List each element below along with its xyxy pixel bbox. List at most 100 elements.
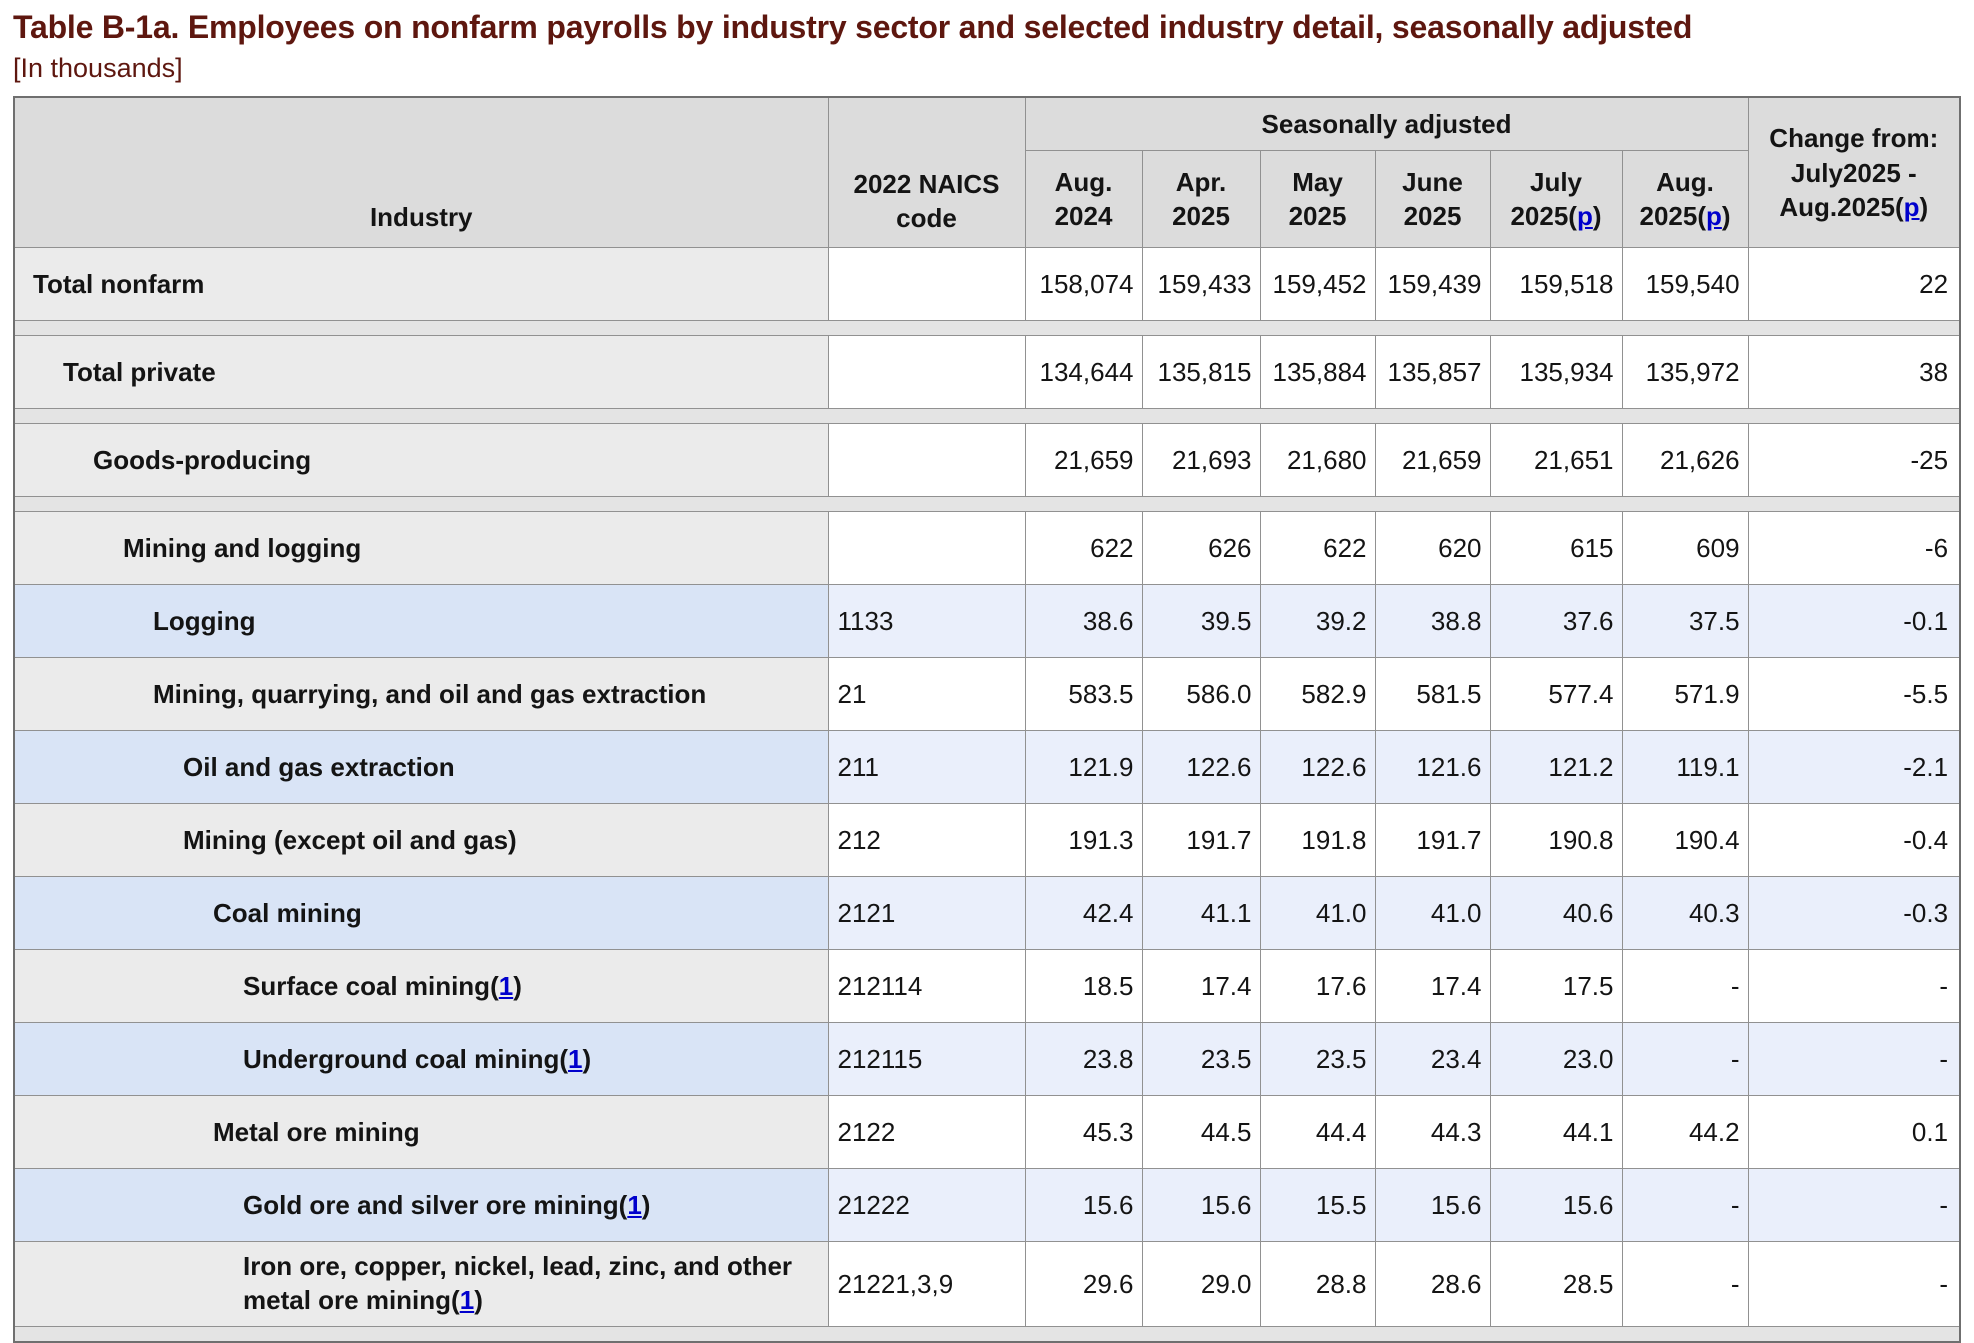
value-cell: 41.1 (1141, 876, 1261, 951)
year-label: 2025 (1288, 201, 1347, 232)
naics-code-cell: 212114 (827, 949, 1026, 1024)
page-title: Table B-1a. Employees on nonfarm payroll… (13, 9, 1693, 45)
column-header-month-1: Aug. 2024 (1024, 150, 1143, 249)
value-cell: 39.2 (1259, 584, 1376, 659)
industry-cell: Mining (except oil and gas) (13, 803, 829, 878)
value-cell: 622 (1259, 511, 1376, 586)
table-row: Total private 134,644 135,815 135,884 135,85… (13, 335, 1961, 410)
payroll-table: Industry 2022 NAICS code Seasonally adju… (13, 96, 1962, 1343)
value-cell: 135,934 (1489, 335, 1623, 410)
value-cell: 15.5 (1259, 1168, 1376, 1243)
table-row: Mining and logging 622 626 622 620 615 609 -6 (13, 511, 1961, 586)
change-value-cell: -5.5 (1747, 657, 1961, 732)
change-value-cell: 22 (1747, 247, 1961, 322)
value-cell: 626 (1141, 511, 1261, 586)
value-cell: 23.8 (1024, 1022, 1143, 1097)
naics-code-cell (827, 423, 1026, 498)
spacer-row (13, 496, 1961, 513)
table-row: Underground coal mining(1) 212115 23.8 23.5… (13, 1022, 1961, 1097)
value-cell: 21,651 (1489, 423, 1623, 498)
month-label: June (1402, 167, 1463, 198)
table-row: Mining (except oil and gas) 212 191.3 191.7… (13, 803, 1961, 878)
spacer-row (13, 1326, 1961, 1343)
naics-code-cell: 211 (827, 730, 1026, 805)
spacer-cell (13, 320, 1961, 337)
footnote-1-link[interactable]: 1 (627, 1189, 642, 1220)
table-row: Goods-producing 21,659 21,693 21,680 21,659 2… (13, 423, 1961, 498)
value-cell: - (1621, 1022, 1749, 1097)
value-cell: 581.5 (1374, 657, 1491, 732)
month-label: Apr. (1175, 167, 1227, 198)
value-cell: 29.0 (1141, 1241, 1261, 1328)
footnote-1-link[interactable]: 1 (459, 1285, 475, 1316)
table-row: Coal mining 2121 42.4 41.1 41.0 41.0 40.6 40.3-… (13, 876, 1961, 951)
value-cell: 158,074 (1024, 247, 1143, 322)
value-cell: 571.9 (1621, 657, 1749, 732)
value-cell: 17.6 (1259, 949, 1376, 1024)
value-cell: 39.5 (1141, 584, 1261, 659)
value-cell: 37.5 (1621, 584, 1749, 659)
value-cell: 121.2 (1489, 730, 1623, 805)
change-value-cell: -0.4 (1747, 803, 1961, 878)
value-cell: 615 (1489, 511, 1623, 586)
spacer-cell (13, 408, 1961, 425)
spacer-cell (13, 496, 1961, 513)
value-cell: 40.6 (1489, 876, 1623, 951)
year-label: 2025(p) (1510, 201, 1602, 232)
naics-code-cell: 1133 (827, 584, 1026, 659)
footnote-1-link[interactable]: 1 (568, 1043, 583, 1074)
value-cell: 159,439 (1374, 247, 1491, 322)
value-cell: 121.9 (1024, 730, 1143, 805)
year-label: 2024 (1054, 201, 1113, 232)
value-cell: 190.4 (1621, 803, 1749, 878)
value-cell: 42.4 (1024, 876, 1143, 951)
change-value-cell: -25 (1747, 423, 1961, 498)
value-cell: 191.7 (1141, 803, 1261, 878)
value-cell: 21,680 (1259, 423, 1376, 498)
value-cell: 159,518 (1489, 247, 1623, 322)
column-header-month-6: Aug. 2025(p) (1621, 150, 1749, 249)
industry-cell: Mining and logging (13, 511, 829, 586)
footnote-p-link[interactable]: p (1576, 201, 1593, 232)
change-value-cell: - (1747, 949, 1961, 1024)
footnote-p-link[interactable]: p (1903, 192, 1920, 223)
column-header-month-4: June 2025 (1374, 150, 1491, 249)
value-cell: 586.0 (1141, 657, 1261, 732)
naics-code-cell: 2122 (827, 1095, 1026, 1170)
value-cell: 21,693 (1141, 423, 1261, 498)
table-row: Mining, quarrying, and oil and gas extra… (13, 657, 1961, 732)
value-cell: 121.6 (1374, 730, 1491, 805)
column-header-month-2: Apr. 2025 (1141, 150, 1261, 249)
column-header-naics-code: 2022 NAICS code (827, 96, 1026, 249)
value-cell: 122.6 (1259, 730, 1376, 805)
value-cell: 23.5 (1259, 1022, 1376, 1097)
value-cell: 23.5 (1141, 1022, 1261, 1097)
industry-cell: Total nonfarm (13, 247, 829, 322)
table-row: Iron ore, copper, nickel, lead, zinc, an… (13, 1241, 1961, 1328)
value-cell: 134,644 (1024, 335, 1143, 410)
value-cell: 15.6 (1141, 1168, 1261, 1243)
spacer-row (13, 320, 1961, 337)
footnote-p-link[interactable]: p (1706, 201, 1722, 232)
value-cell: 577.4 (1489, 657, 1623, 732)
value-cell: - (1621, 1241, 1749, 1328)
table-row: Oil and gas extraction 211 121.9 122.6 122.6… (13, 730, 1961, 805)
value-cell: 44.5 (1141, 1095, 1261, 1170)
value-cell: 622 (1024, 511, 1143, 586)
naics-code-cell (827, 511, 1026, 586)
industry-cell: Coal mining (13, 876, 829, 951)
value-cell: 44.1 (1489, 1095, 1623, 1170)
month-header-row: Aug. 2024 Apr. 2025 May 2025 June 2025 July 2025(… (14, 150, 1960, 249)
change-value-cell: -0.1 (1747, 584, 1961, 659)
value-cell: 159,452 (1259, 247, 1376, 322)
industry-cell: Oil and gas extraction (13, 730, 829, 805)
value-cell: 191.8 (1259, 803, 1376, 878)
value-cell: 135,884 (1259, 335, 1376, 410)
footnote-1-link[interactable]: 1 (498, 970, 514, 1001)
industry-cell: Goods-producing (13, 423, 829, 498)
table-row: Logging 1133 38.6 39.5 39.2 38.8 37.6 37.5 -0.1 (13, 584, 1961, 659)
year-label: 2025 (1172, 201, 1230, 232)
naics-code-cell: 212115 (827, 1022, 1026, 1097)
value-cell: 38.6 (1024, 584, 1143, 659)
